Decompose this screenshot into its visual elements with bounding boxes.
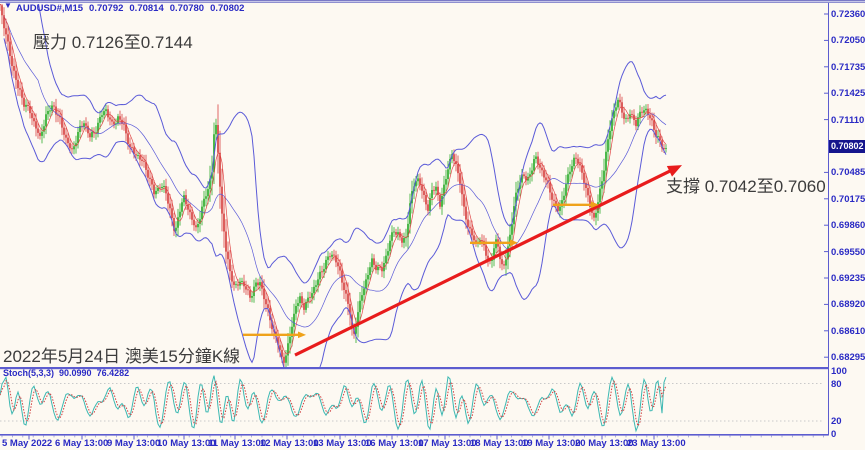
support-arrow-2[interactable] <box>470 239 518 247</box>
ohlc-high: 0.70814 <box>129 3 164 14</box>
stoch-name: Stoch(5,3,3) <box>3 368 55 378</box>
time-label: 16 May 13:00 <box>365 438 424 449</box>
stoch-bottom-border <box>0 434 828 436</box>
chart-title-bar: AUDUSD#,M15 0.70792 0.70814 0.70780 0.70… <box>16 3 244 14</box>
time-label: 5 May 2022 <box>2 438 53 449</box>
window-top-border-light <box>0 1 865 2</box>
time-label: 19 May 13:00 <box>522 438 581 449</box>
time-label: 17 May 13:00 <box>418 438 477 449</box>
bollinger-upper-line <box>38 4 667 284</box>
pane-separator[interactable] <box>0 367 828 370</box>
ohlc-low: 0.70780 <box>169 3 205 14</box>
stoch-main-line <box>0 375 667 433</box>
ohlc-close: 0.70802 <box>210 3 245 14</box>
price-label: 0.70485 <box>831 167 865 179</box>
caption-annotation[interactable]: 2022年5月24日 澳美15分鐘K線 <box>3 347 241 366</box>
window-top-border2 <box>0 2 865 3</box>
stoch-level-label: 20 <box>831 416 842 427</box>
support-arrow-1[interactable] <box>243 331 306 339</box>
ohlc-open: 0.70792 <box>89 3 124 14</box>
time-label: 12 May 13:00 <box>260 438 319 449</box>
time-label: 23 May 13:00 <box>627 438 686 449</box>
stoch-main-value: 90.0990 <box>59 368 92 378</box>
time-label: 9 May 13:00 <box>107 438 161 449</box>
symbol-title: AUDUSD#,M15 <box>16 3 84 14</box>
time-label: 20 May 13:00 <box>575 438 634 449</box>
price-label: 0.71425 <box>831 88 865 100</box>
current-price-badge: 0.70802 <box>829 139 865 153</box>
moving-average-line <box>3 16 667 355</box>
trend-line[interactable] <box>294 165 682 357</box>
price-label: 0.69860 <box>831 220 865 232</box>
price-label: 0.68920 <box>831 299 865 311</box>
time-label: 13 May 13:00 <box>313 438 372 449</box>
price-label: 0.68610 <box>831 325 865 337</box>
support-arrow-3[interactable] <box>553 201 599 209</box>
stoch-signal-line <box>0 379 667 428</box>
time-label: 11 May 13:00 <box>208 438 267 449</box>
price-label: 0.71110 <box>831 114 865 126</box>
time-label: 10 May 13:00 <box>157 438 216 449</box>
bollinger-mid-line <box>3 16 667 328</box>
price-label: 0.69550 <box>831 246 865 258</box>
stoch-level-label: 80 <box>831 378 842 390</box>
window-top-border <box>0 0 865 1</box>
time-label: 6 May 13:00 <box>55 438 109 449</box>
price-label: 0.68295 <box>831 352 865 364</box>
price-label: 0.71735 <box>831 61 865 73</box>
support-annotation[interactable]: 支撐 0.7042至0.7060 <box>666 177 826 196</box>
stoch-signal-value: 76.4282 <box>96 368 130 378</box>
window-marker-icon[interactable]: ▼ <box>4 1 12 10</box>
resistance-annotation[interactable]: 壓力 0.7126至0.7144 <box>33 33 193 52</box>
stoch-level-label: 0 <box>831 428 837 440</box>
time-label: 18 May 13:00 <box>470 438 529 449</box>
price-label: 0.72360 <box>831 9 865 20</box>
bollinger-lower-line <box>3 38 667 367</box>
stoch-indicator-label: Stoch(5,3,3) 90.0990 76.4282 <box>3 368 129 378</box>
price-label: 0.72050 <box>831 35 865 47</box>
price-label: 0.70175 <box>831 193 865 205</box>
stoch-level-label: 100 <box>831 366 847 377</box>
price-label: 0.69235 <box>831 273 865 284</box>
